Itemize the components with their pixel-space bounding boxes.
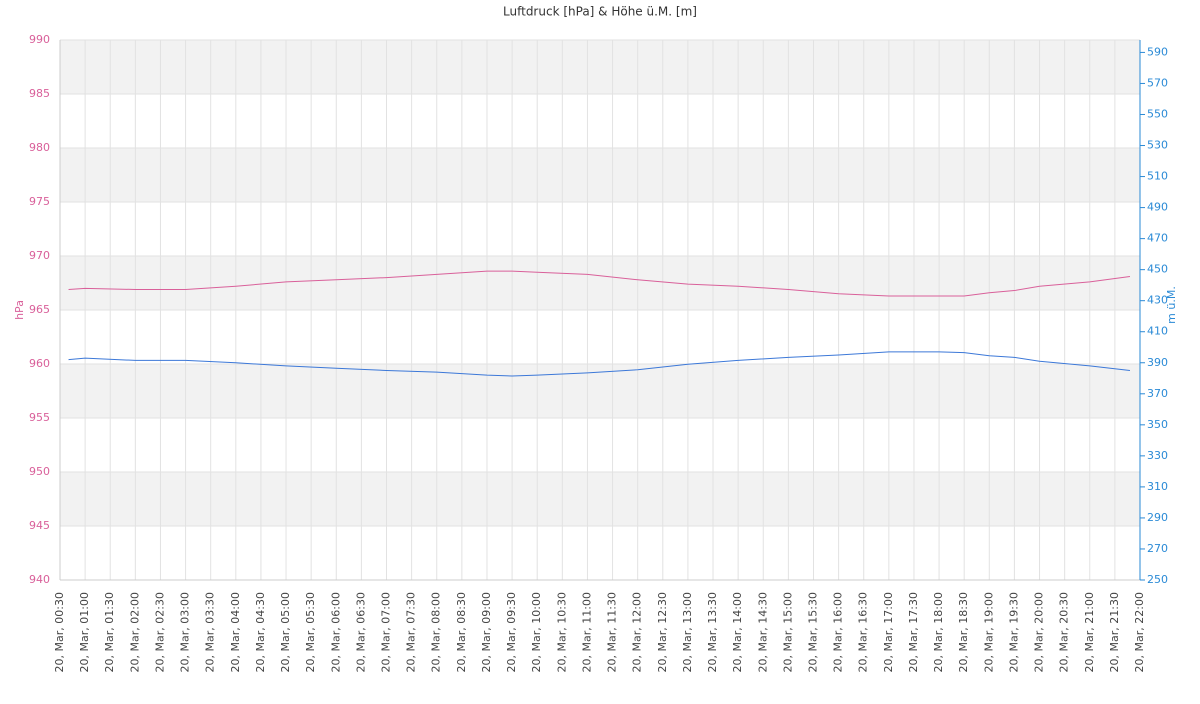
y2-tick-label: 410	[1147, 325, 1168, 338]
x-tick-label: 20, Mar, 14:00	[731, 592, 744, 672]
x-tick-label: 20, Mar, 08:30	[455, 592, 468, 672]
y-tick-label: 960	[29, 357, 50, 370]
x-tick-label: 20, Mar, 07:00	[380, 592, 393, 672]
y2-tick-label: 350	[1147, 418, 1168, 431]
chart-title: Luftdruck [hPa] & Höhe ü.M. [m]	[503, 5, 697, 19]
x-tick-label: 20, Mar, 20:00	[1033, 592, 1046, 672]
y-tick-label: 975	[29, 195, 50, 208]
y2-tick-label: 430	[1147, 294, 1168, 307]
x-tick-label: 20, Mar, 03:30	[204, 592, 217, 672]
series-line	[68, 351, 1131, 377]
y2-tick-label: 490	[1147, 201, 1168, 214]
y2-tick-label: 570	[1147, 76, 1168, 89]
x-tick-label: 20, Mar, 00:30	[53, 592, 66, 672]
x-tick-label: 20, Mar, 16:30	[857, 592, 870, 672]
y2-tick-label: 270	[1147, 542, 1168, 555]
x-tick-label: 20, Mar, 10:30	[555, 592, 568, 672]
y-tick-label: 965	[29, 303, 50, 316]
grid-band	[60, 364, 1140, 418]
x-tick-label: 20, Mar, 05:00	[279, 592, 292, 672]
x-tick-label: 20, Mar, 01:30	[103, 592, 116, 672]
x-tick-label: 20, Mar, 17:30	[907, 592, 920, 672]
y2-tick-label: 370	[1147, 387, 1168, 400]
x-tick-label: 20, Mar, 20:30	[1058, 592, 1071, 672]
y2-tick-label: 510	[1147, 170, 1168, 183]
y2-tick-label: 530	[1147, 139, 1168, 152]
x-tick-label: 20, Mar, 12:00	[631, 592, 644, 672]
y2-tick-label: 330	[1147, 449, 1168, 462]
x-tick-label: 20, Mar, 11:30	[606, 592, 619, 672]
x-tick-label: 20, Mar, 16:00	[832, 592, 845, 672]
x-tick-label: 20, Mar, 21:30	[1108, 592, 1121, 672]
y2-tick-label: 550	[1147, 107, 1168, 120]
y2-tick-label: 250	[1147, 573, 1168, 586]
x-tick-label: 20, Mar, 12:30	[656, 592, 669, 672]
y-tick-label: 985	[29, 87, 50, 100]
x-tick-label: 20, Mar, 04:00	[229, 592, 242, 672]
y-tick-label: 940	[29, 573, 50, 586]
y2-tick-label: 390	[1147, 356, 1168, 369]
y2-tick-label: 290	[1147, 511, 1168, 524]
grid-band	[60, 148, 1140, 202]
y2-axis-title: m ü.M.	[1165, 286, 1178, 324]
x-tick-label: 20, Mar, 21:00	[1083, 592, 1096, 672]
x-tick-label: 20, Mar, 11:00	[580, 592, 593, 672]
grid-band	[60, 40, 1140, 94]
x-tick-label: 20, Mar, 06:30	[354, 592, 367, 672]
x-tick-label: 20, Mar, 15:30	[806, 592, 819, 672]
x-tick-label: 20, Mar, 19:00	[982, 592, 995, 672]
x-tick-label: 20, Mar, 19:30	[1007, 592, 1020, 672]
series-line	[68, 270, 1131, 297]
y2-tick-label: 590	[1147, 45, 1168, 58]
grid-band	[60, 256, 1140, 310]
x-tick-label: 20, Mar, 18:30	[957, 592, 970, 672]
y-tick-label: 970	[29, 249, 50, 262]
y-tick-label: 990	[29, 33, 50, 46]
x-tick-label: 20, Mar, 04:30	[254, 592, 267, 672]
x-tick-label: 20, Mar, 22:00	[1133, 592, 1146, 672]
y2-tick-label: 310	[1147, 480, 1168, 493]
x-tick-label: 20, Mar, 09:30	[505, 592, 518, 672]
x-tick-label: 20, Mar, 13:30	[706, 592, 719, 672]
x-tick-label: 20, Mar, 18:00	[932, 592, 945, 672]
y-tick-label: 945	[29, 519, 50, 532]
x-tick-label: 20, Mar, 09:00	[480, 592, 493, 672]
x-tick-label: 20, Mar, 01:00	[78, 592, 91, 672]
x-tick-label: 20, Mar, 03:00	[179, 592, 192, 672]
x-tick-label: 20, Mar, 02:30	[153, 592, 166, 672]
y-tick-label: 955	[29, 411, 50, 424]
y2-tick-label: 450	[1147, 263, 1168, 276]
x-tick-label: 20, Mar, 06:00	[329, 592, 342, 672]
y-tick-label: 980	[29, 141, 50, 154]
x-tick-label: 20, Mar, 14:30	[756, 592, 769, 672]
x-tick-label: 20, Mar, 07:30	[405, 592, 418, 672]
x-tick-label: 20, Mar, 10:00	[530, 592, 543, 672]
y-tick-label: 950	[29, 465, 50, 478]
x-tick-label: 20, Mar, 15:00	[781, 592, 794, 672]
x-tick-label: 20, Mar, 13:00	[681, 592, 694, 672]
x-tick-label: 20, Mar, 17:00	[882, 592, 895, 672]
y2-tick-label: 470	[1147, 232, 1168, 245]
y-axis-title: hPa	[13, 300, 26, 320]
x-tick-label: 20, Mar, 08:00	[430, 592, 443, 672]
x-tick-label: 20, Mar, 05:30	[304, 592, 317, 672]
grid-band	[60, 472, 1140, 526]
x-tick-label: 20, Mar, 02:00	[128, 592, 141, 672]
